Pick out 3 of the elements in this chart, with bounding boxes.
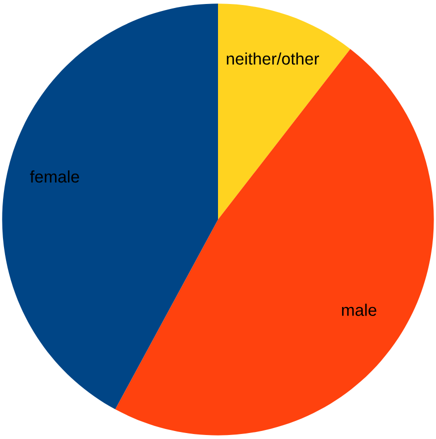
slice-label: neither/other [226, 52, 320, 65]
slice-label: female [30, 170, 80, 183]
slice-label: male [342, 304, 376, 316]
